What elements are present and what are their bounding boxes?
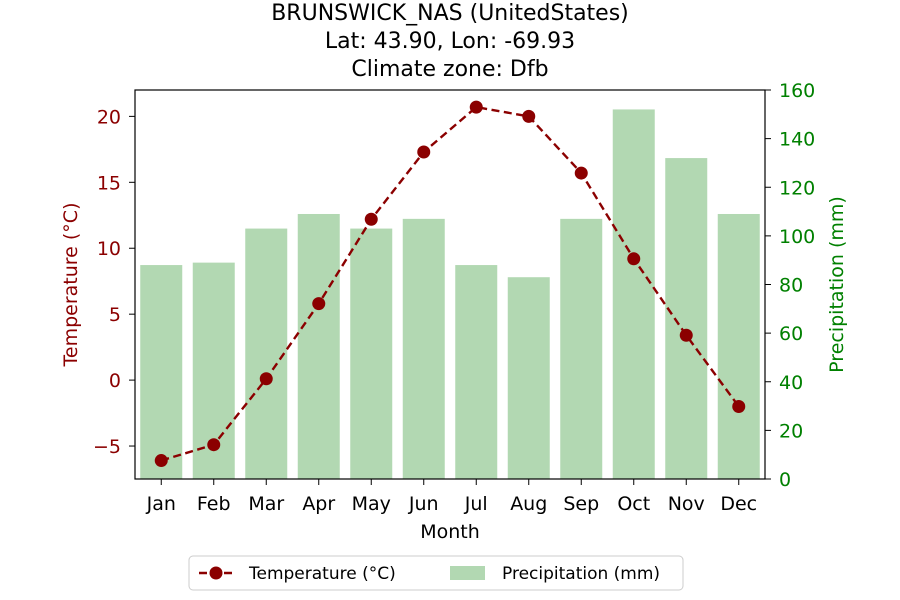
x-tick-label: Feb [197,493,231,515]
x-tick-label: Mar [248,493,284,515]
y-right-tick-label: 60 [779,323,803,345]
x-axis-label: Month [420,521,480,543]
y-right-axis-label: Precipitation (mm) [826,196,848,373]
temperature-line-path [160,105,740,462]
temperature-point-aug [522,109,536,123]
y-left-tick-label: 15 [97,172,121,194]
temperature-point-dec [732,399,746,413]
legend-label-precipitation: Precipitation (mm) [502,564,660,584]
temperature-point-may [364,212,378,226]
x-tick-label: Aug [510,493,547,515]
temperature-point-jan [154,454,168,468]
x-tick-label: Dec [720,493,757,515]
precipitation-bar-oct [612,109,655,479]
temperature-line [154,100,746,468]
y-left-tick-label: 0 [109,370,121,392]
legend-precipitation-swatch [450,566,485,580]
chart-title-line: Lat: 43.90, Lon: -69.93 [325,29,575,54]
y-right-tick-label: 120 [779,177,815,199]
x-tick-label: Oct [617,493,650,515]
chart-title-line: Climate zone: Dfb [351,57,548,82]
temperature-point-jun [417,145,431,159]
precipitation-bars [140,109,760,479]
y-left-axis-label: Temperature (°C) [60,203,82,368]
precipitation-bar-jan [140,265,183,479]
precipitation-bar-sep [560,218,603,479]
precipitation-bar-dec [717,213,760,479]
temperature-point-jul [469,100,483,114]
y-left-tick-label: −5 [93,436,121,458]
temperature-point-sep [574,166,588,180]
y-right-tick-label: 80 [779,275,803,297]
precipitation-bar-nov [665,158,708,479]
precipitation-bar-apr [297,213,340,479]
x-tick-label: Jan [146,493,176,515]
x-tick-label: May [352,493,391,515]
y-right-tick-label: 160 [779,80,815,102]
y-left-tick-label: 20 [97,106,121,128]
precipitation-bar-jul [455,265,498,479]
legend: Temperature (°C) Precipitation (mm) [188,555,684,591]
precipitation-bar-may [350,228,393,479]
y-axis-right: 0 20 40 60 80 100 120 140 160 Precipitation (mm) [765,80,848,491]
x-tick-label: Nov [668,493,705,515]
y-right-tick-label: 100 [779,226,815,248]
temperature-point-apr [312,297,326,311]
y-right-tick-label: 20 [779,420,803,442]
y-left-tick-label: 10 [97,238,121,260]
x-tick-label: Jun [408,493,439,515]
y-left-tick-label: 5 [109,304,121,326]
legend-temperature-marker-swatch [209,566,223,580]
y-axis-left: −5 0 5 10 15 20 Temperature (°C) [60,106,135,458]
legend-box [188,555,684,591]
x-tick-label: Sep [563,493,599,515]
precipitation-bar-mar [245,228,288,479]
x-axis: Jan Feb Mar Apr May Jun Jul Aug Sep Oct Nov Dec Mont… [146,479,757,543]
temperature-point-nov [679,328,693,342]
chart-title-line: BRUNSWICK_NAS (UnitedStates) [271,1,629,26]
temperature-point-oct [627,252,641,266]
y-right-tick-label: 0 [779,469,791,491]
x-tick-label: Jul [464,493,488,515]
y-right-tick-label: 40 [779,372,803,394]
precipitation-bar-jun [402,218,445,479]
precipitation-bar-aug [507,277,550,479]
y-right-tick-label: 140 [779,129,815,151]
temperature-point-mar [259,372,273,386]
chart-title: BRUNSWICK_NAS (UnitedStates) Lat: 43.90, … [271,1,629,82]
temperature-point-feb [207,438,221,452]
x-tick-label: Apr [302,493,335,515]
legend-label-temperature: Temperature (°C) [248,564,396,584]
